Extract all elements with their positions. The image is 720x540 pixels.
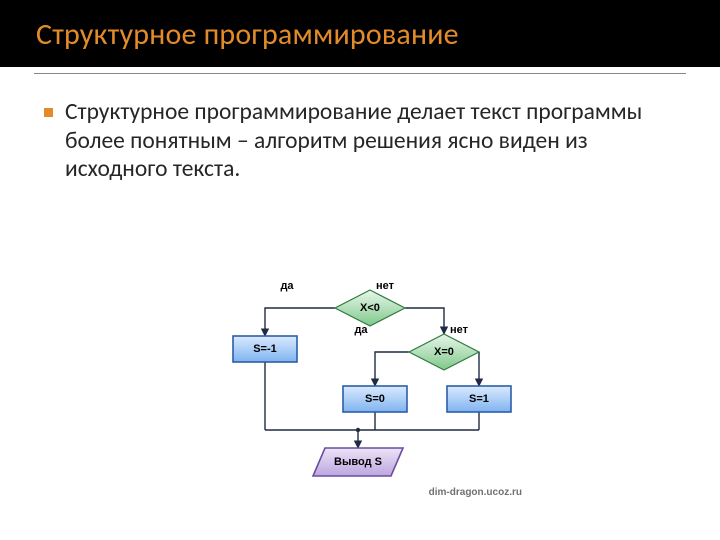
svg-text:X=0: X=0	[434, 346, 454, 358]
svg-text:X<0: X<0	[360, 302, 380, 314]
body-area: Структурное программирование делает текс…	[0, 68, 720, 184]
svg-text:Вывод S: Вывод S	[334, 456, 382, 468]
bullet-icon	[44, 108, 53, 117]
svg-text:да: да	[354, 324, 368, 336]
slide-title: Структурное программирование	[36, 16, 720, 53]
svg-text:нет: нет	[376, 280, 395, 292]
watermark: dim-dragon.ucoz.ru	[429, 487, 522, 498]
svg-text:S=-1: S=-1	[253, 343, 277, 355]
bullet-item: Структурное программирование делает текс…	[64, 98, 660, 184]
body-paragraph: Структурное программирование делает текс…	[65, 98, 660, 184]
svg-text:S=0: S=0	[365, 393, 385, 405]
horizontal-rule	[34, 73, 686, 74]
svg-text:да: да	[280, 280, 294, 292]
flowchart-diagram: да нет да нет X<0 X=0 S=-1 S=0 S=1 Вывод S	[195, 268, 525, 498]
title-bar: Структурное программирование	[0, 0, 720, 67]
svg-text:S=1: S=1	[469, 393, 489, 405]
svg-text:нет: нет	[450, 324, 469, 336]
